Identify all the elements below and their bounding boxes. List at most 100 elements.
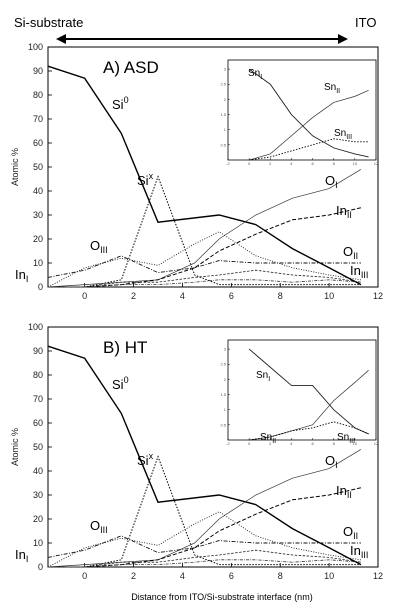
y-tick-label: 60 [33,418,43,428]
y-tick-label: 10 [33,538,43,548]
y-tick-label: 40 [33,186,43,196]
series-line [47,65,362,286]
inset-x-tick-label: 8 [333,441,336,446]
series-line [48,175,361,288]
series-label: OIII [90,518,108,535]
series-line [47,345,362,566]
inset-x-tick-label: 2 [269,161,272,166]
series-line [47,535,361,558]
inset-x-tick-label: 0 [248,441,251,446]
y-tick-label: 40 [33,466,43,476]
series-label: InII [336,203,352,220]
series-label: OIII [90,238,108,255]
inset-series-line [249,421,369,441]
inset-y-tick-label: 1 [224,127,227,132]
inset-y-tick-label: 2.5 [220,82,226,87]
y-axis-label: Atomic % [10,428,20,466]
x-tick-label: 2 [131,291,136,301]
y-tick-label: 50 [33,442,43,452]
series-label: OI [325,453,338,470]
header-left-label: Si-substrate [14,15,83,30]
inset-x-tick-label: -2 [226,161,230,166]
inset-series-line [248,68,369,158]
y-axis-label: Atomic % [10,148,20,186]
series-line [48,559,361,568]
x-tick-label: 2 [131,571,136,581]
inset-y-tick-label: 3 [224,347,227,352]
inset-x-tick-label: 8 [333,161,336,166]
inset-x-tick-label: 12 [374,161,379,166]
inset-y-tick-label: 0.5 [220,142,226,147]
inset-series-label: SnIII [334,128,352,141]
x-tick-label: 8 [278,291,283,301]
series-line [47,255,361,278]
inset-series-line [249,89,369,161]
inset-x-tick-label: 6 [311,161,314,166]
inset-y-tick-label: 2.5 [220,362,226,367]
panel-title: B) HT [103,338,147,357]
inset-x-tick-label: 10 [353,441,358,446]
y-tick-label: 90 [33,66,43,76]
y-tick-label: 0 [38,562,43,572]
y-tick-label: 50 [33,162,43,172]
series-label: InI [15,267,28,284]
inset-series-label: SnI [248,68,262,81]
inset-x-tick-label: 2 [269,441,272,446]
series-label: InI [15,547,28,564]
series-label: InII [336,483,352,500]
y-tick-label: 20 [33,234,43,244]
x-tick-label: 12 [373,291,383,301]
series-line [48,487,361,568]
inset-y-tick-label: 0.5 [220,422,226,427]
inset-frame [227,59,377,161]
series-label: InIII [350,543,368,560]
x-tick-label: 4 [180,571,185,581]
series-line [48,269,361,288]
inset-x-tick-label: 4 [290,161,293,166]
inset-series-line [249,138,369,161]
inset-y-tick-label: 2 [224,377,227,382]
series-label: InIII [350,263,368,280]
y-tick-label: 60 [33,138,43,148]
x-tick-label: 6 [229,291,234,301]
inset-series-label: SnII [260,432,276,445]
x-tick-label: 4 [180,291,185,301]
series-label: Si0 [112,375,129,392]
x-axis-label: Distance from ITO/Si-substrate interface… [131,592,312,602]
inset-x-tick-label: 4 [290,441,293,446]
series-label: Si0 [112,95,129,112]
y-tick-label: 30 [33,490,43,500]
inset-y-tick-label: 1.5 [220,112,226,117]
y-tick-label: 70 [33,114,43,124]
series-label: Six [137,171,154,188]
y-tick-label: 30 [33,210,43,220]
y-tick-label: 70 [33,394,43,404]
series-line [48,455,361,568]
inset-x-tick-label: -2 [226,441,230,446]
x-tick-label: 10 [324,291,334,301]
inset-series-label: SnI [256,370,270,383]
series-label: OII [343,524,358,541]
header-right-label: ITO [355,15,376,30]
series-line [48,207,361,288]
inset-x-tick-label: 0 [248,161,251,166]
y-tick-label: 80 [33,370,43,380]
inset-x-tick-label: 12 [374,441,379,446]
inset-y-tick-label: 2 [224,97,227,102]
inset-x-tick-label: 6 [311,441,314,446]
y-tick-label: 20 [33,514,43,524]
series-line [47,449,362,568]
x-tick-label: 8 [278,571,283,581]
inset-x-tick-label: 10 [353,161,358,166]
series-line [48,549,361,568]
inset-y-tick-label: 1.5 [220,392,226,397]
y-tick-label: 100 [28,322,43,332]
y-tick-label: 10 [33,258,43,268]
series-label: OII [343,244,358,261]
inset-series-label: SnII [324,82,340,95]
x-tick-label: 0 [82,291,87,301]
x-tick-label: 0 [82,571,87,581]
